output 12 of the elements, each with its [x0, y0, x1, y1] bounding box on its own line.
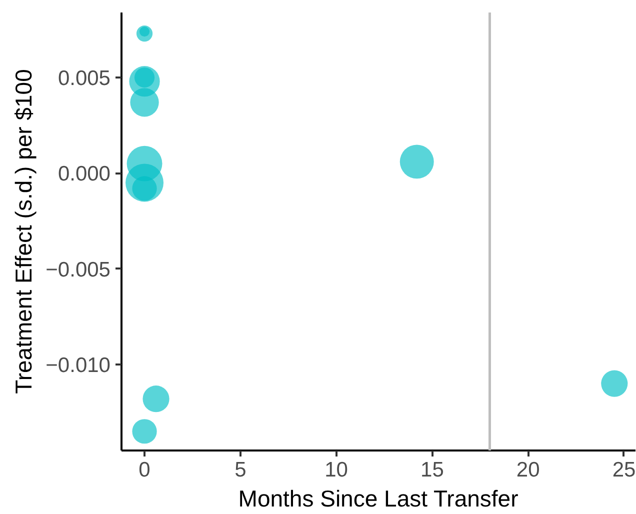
x-tick-label: 10: [324, 458, 348, 482]
x-tick-label: 20: [516, 458, 540, 482]
y-tick-label: −0.010: [46, 354, 111, 377]
y-tick-label: −0.005: [46, 258, 111, 282]
x-tick-label: 0: [138, 458, 150, 482]
x-tick-label: 25: [612, 458, 636, 482]
x-tick-label: 5: [234, 458, 246, 482]
y-tick-label: 0.005: [58, 67, 111, 90]
y-tick-label: 0.000: [58, 162, 111, 186]
x-tick-label: 15: [420, 458, 444, 482]
x-axis-title: Months Since Last Transfer: [238, 486, 519, 512]
y-axis-title: Treatment Effect (s.d.) per $100: [10, 69, 37, 394]
